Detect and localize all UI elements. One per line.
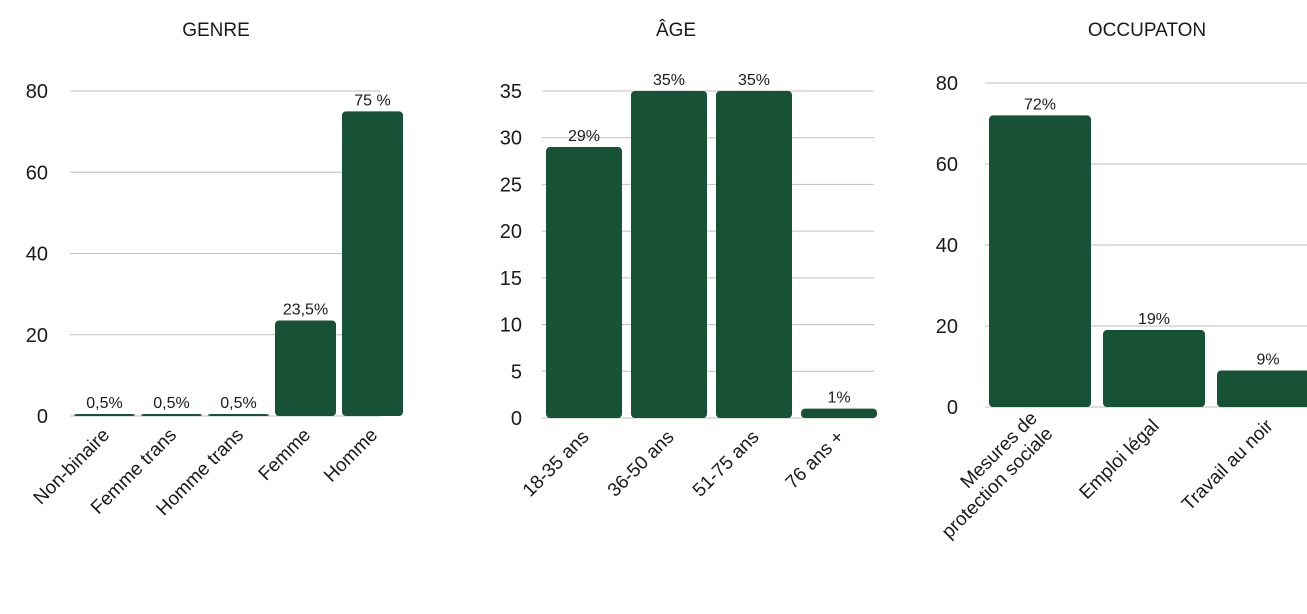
bar [1217,370,1307,407]
data-label: 75 % [354,92,390,109]
y-tick-label: 0 [37,406,48,428]
x-tick-label-line: Emploi légal [1076,416,1164,504]
bar [141,413,202,416]
y-tick-label: 80 [936,73,958,95]
data-label: 9% [1256,352,1279,369]
x-tick-label: 76 ans + [782,427,849,494]
bar [208,413,269,416]
y-tick-label: 60 [26,162,48,184]
y-tick-label: 10 [500,315,522,337]
data-label: 29% [568,128,600,145]
x-tick-label: 51-75 ans [689,427,764,502]
y-tick-label: 80 [26,81,48,103]
data-label: 35% [738,72,770,89]
x-tick-label: Mesures deprotection sociale [922,408,1057,543]
y-tick-label: 0 [947,397,958,419]
x-tick-label-line: Homme [320,425,382,487]
bar [546,147,622,419]
x-tick-label: Homme [320,425,382,487]
data-label: 0,5% [153,395,189,412]
bar [631,91,707,418]
y-tick-label: 20 [26,325,48,347]
chart-occup: OCCUPATON 0 20 40 60 80 72% Mesures deprotectio… [922,20,1307,543]
chart-title: ÂGE [656,19,696,41]
chart-title: GENRE [182,20,250,41]
data-label: 0,5% [220,395,256,412]
y-tick-label: 15 [500,268,522,290]
x-tick-label-line: 36-50 ans [604,427,679,502]
data-label: 0,5% [86,395,122,412]
chart-age: ÂGE 0 5 10 15 20 25 30 35 29% 18-35 ans 35% 36-50 an… [500,19,877,501]
y-tick-label: 40 [26,244,48,266]
y-tick-label: 30 [500,128,522,150]
bar [74,413,135,416]
x-tick-label-line: Femme [255,425,315,485]
data-label: 72% [1024,96,1056,113]
y-tick-label: 5 [511,361,522,383]
x-tick-label-line: 76 ans + [782,427,849,494]
x-tick-label: 18-35 ans [519,427,594,502]
data-label: 19% [1138,311,1170,328]
data-label: 23,5% [283,302,328,319]
data-label: 1% [827,390,850,407]
x-tick-label: Travail au noir [1178,415,1278,515]
y-tick-label: 60 [936,154,958,176]
bar [989,115,1091,408]
x-tick-label-line: Travail au noir [1178,415,1278,515]
x-tick-label-line: 18-35 ans [519,427,594,502]
x-tick-label-line: 51-75 ans [689,427,764,502]
x-tick-label: Emploi légal [1076,416,1164,504]
y-tick-label: 20 [500,221,522,243]
y-tick-label: 40 [936,235,958,257]
chart-title: OCCUPATON [1088,20,1206,41]
x-tick-label: Femme [255,425,315,485]
y-tick-label: 25 [500,174,522,196]
bar [275,320,336,416]
bar [342,111,403,416]
bar [716,91,792,418]
x-tick-label: 36-50 ans [604,427,679,502]
bar [1103,330,1205,407]
y-tick-label: 0 [511,408,522,430]
data-label: 35% [653,72,685,89]
bar [801,408,877,418]
y-tick-label: 20 [936,316,958,338]
y-tick-label: 35 [500,81,522,103]
